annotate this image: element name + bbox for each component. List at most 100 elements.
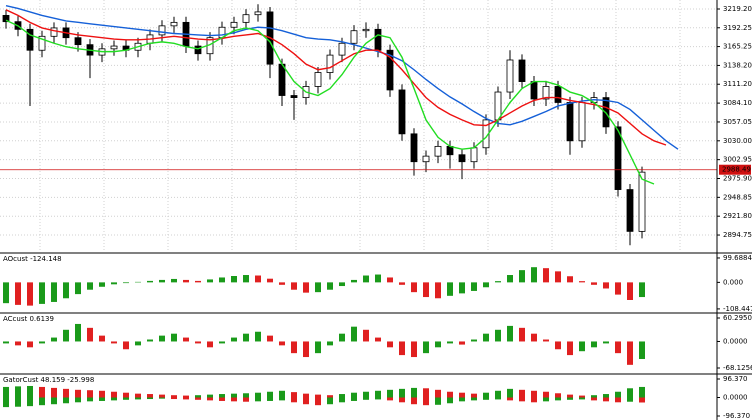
- histogram-bar: [111, 282, 117, 285]
- y-tick-label: 60.2950: [723, 314, 752, 322]
- candle-body: [374, 28, 382, 51]
- histogram-bar: [75, 389, 81, 398]
- histogram-bar: [627, 341, 633, 365]
- histogram-bar: [303, 341, 309, 358]
- candle-body: [554, 86, 562, 103]
- histogram-bar: [555, 393, 561, 398]
- histogram-bar: [399, 388, 405, 398]
- histogram-bar: [303, 282, 309, 293]
- histogram-bar: [123, 341, 129, 350]
- histogram-bar: [135, 397, 141, 400]
- histogram-bar: [603, 341, 609, 344]
- candle-body: [578, 102, 586, 142]
- histogram-bar: [591, 341, 597, 348]
- histogram-bar: [483, 397, 489, 400]
- histogram-bar: [147, 339, 153, 342]
- histogram-bar: [507, 388, 513, 398]
- histogram-bar: [459, 341, 465, 345]
- candle-body: [386, 49, 394, 91]
- histogram-bar: [627, 388, 633, 398]
- y-tick-label: 3111.20: [723, 80, 752, 88]
- histogram-bar: [27, 397, 33, 407]
- candle-body: [422, 155, 430, 163]
- candle-body: [2, 14, 10, 23]
- candle-body: [254, 11, 262, 16]
- histogram-bar: [255, 275, 261, 283]
- histogram-bar: [219, 397, 225, 401]
- histogram-bar: [267, 391, 273, 398]
- histogram-bar: [363, 397, 369, 400]
- candle-body: [290, 95, 298, 99]
- histogram-bar: [183, 279, 189, 283]
- y-tick-label: 3002.95: [723, 156, 752, 164]
- histogram-bar: [63, 397, 69, 404]
- histogram-bar: [423, 388, 429, 398]
- histogram-bar: [267, 278, 273, 283]
- histogram-bar: [411, 397, 417, 405]
- histogram-bar: [27, 341, 33, 348]
- histogram-bar: [99, 390, 105, 398]
- histogram-bar: [615, 397, 621, 403]
- histogram-bar: [15, 341, 21, 346]
- histogram-bar: [363, 275, 369, 283]
- histogram-bar: [159, 397, 165, 399]
- histogram-bar: [579, 397, 585, 400]
- histogram-bar: [183, 397, 189, 400]
- histogram-bar: [531, 390, 537, 398]
- histogram-bar: [279, 397, 285, 401]
- candle-body: [230, 21, 238, 28]
- histogram-bar: [315, 341, 321, 354]
- histogram-bar: [351, 392, 357, 398]
- histogram-bar: [387, 397, 393, 401]
- histogram-bar: [51, 337, 57, 342]
- candle-body: [278, 63, 286, 96]
- candle-body: [26, 28, 34, 51]
- histogram-bar: [375, 337, 381, 342]
- histogram-bar: [387, 341, 393, 348]
- histogram-bar: [639, 397, 645, 403]
- histogram-bar: [195, 280, 201, 283]
- histogram-bar: [63, 329, 69, 342]
- histogram-bar: [243, 275, 249, 283]
- candle-body: [194, 45, 202, 55]
- histogram-bar: [363, 329, 369, 342]
- panel-title: ACcust 0.6139: [3, 315, 54, 323]
- histogram-bar: [279, 282, 285, 285]
- histogram-bar: [39, 282, 45, 304]
- histogram-bar: [567, 397, 573, 400]
- y-tick-label: 2921.80: [723, 212, 752, 220]
- histogram-bar: [147, 394, 153, 398]
- histogram-bar: [315, 394, 321, 398]
- candle-body: [74, 37, 82, 46]
- ma-line: [5, 4, 679, 150]
- histogram-bar: [639, 341, 645, 359]
- histogram-bar: [447, 282, 453, 296]
- histogram-bar: [531, 267, 537, 283]
- histogram-bar: [387, 389, 393, 398]
- histogram-bar: [219, 341, 225, 344]
- histogram-bar: [507, 275, 513, 283]
- y-tick-label: 3057.05: [723, 118, 752, 126]
- candle-body: [470, 147, 478, 163]
- y-tick-label: -108.447: [723, 305, 752, 313]
- histogram-bar: [231, 393, 237, 398]
- histogram-bar: [207, 341, 213, 348]
- histogram-bar: [171, 395, 177, 398]
- histogram-bar: [99, 282, 105, 287]
- histogram-bar: [315, 282, 321, 293]
- histogram-bar: [639, 282, 645, 298]
- candle-body: [626, 189, 634, 232]
- histogram-bar: [135, 281, 141, 283]
- histogram-bar: [531, 333, 537, 342]
- histogram-bar: [507, 397, 513, 401]
- candle-body: [614, 126, 622, 190]
- y-tick-label: 2948.85: [723, 193, 752, 201]
- histogram-bar: [627, 282, 633, 300]
- histogram-bar: [447, 341, 453, 344]
- last-price-box: [719, 164, 751, 175]
- candle-body: [458, 154, 466, 163]
- histogram-bar: [159, 279, 165, 283]
- histogram-bar: [459, 282, 465, 294]
- histogram-bar: [339, 394, 345, 398]
- candle-body: [446, 145, 454, 156]
